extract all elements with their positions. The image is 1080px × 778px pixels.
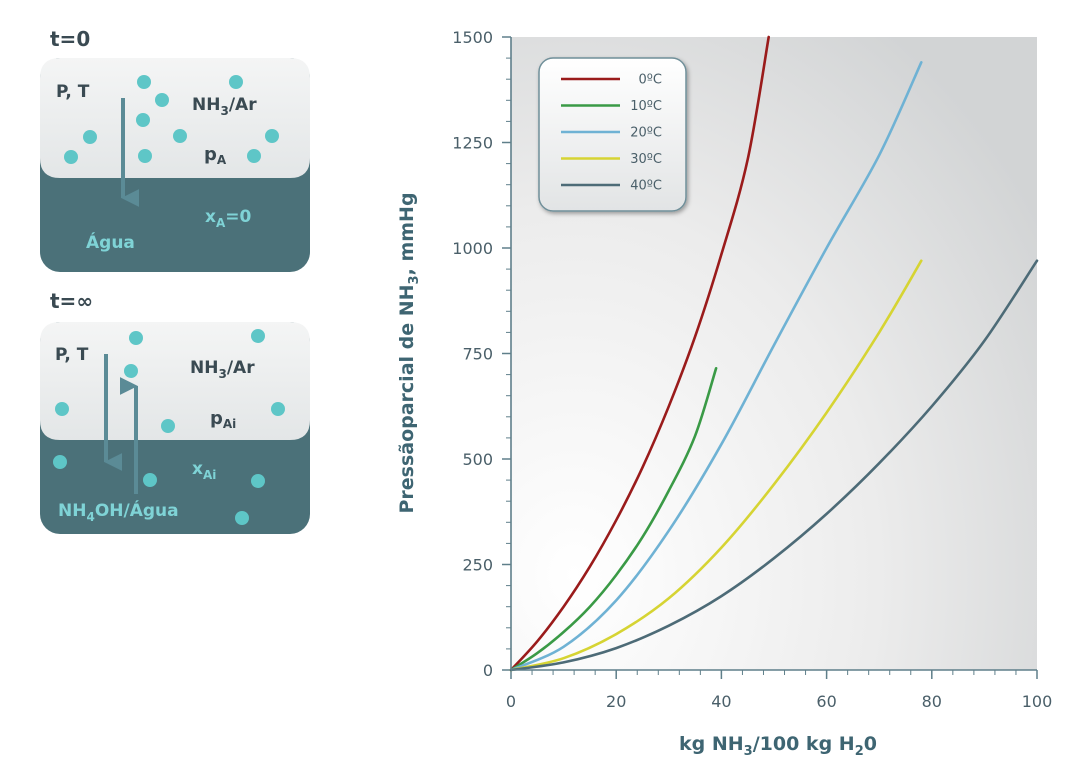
particle: [137, 75, 151, 89]
time-label: t=0: [50, 27, 90, 51]
particle: [143, 473, 157, 487]
particle: [53, 455, 67, 469]
series-lines: [509, 35, 1039, 672]
particle: [229, 75, 243, 89]
pt-label: P, T: [55, 345, 89, 365]
panel-t-infinity: t=∞ P, T NH3/Ar pAi xAi NH4OH/Água: [40, 289, 310, 534]
series-line-4: [509, 259, 1039, 672]
particle: [129, 331, 143, 345]
particle: [251, 474, 265, 488]
time-label: t=∞: [50, 289, 93, 313]
particle: [64, 150, 78, 164]
gas-label: NH3/Ar: [192, 95, 257, 118]
legend-label-3: 30ºC: [630, 152, 662, 167]
particle: [173, 129, 187, 143]
particles: [53, 329, 285, 525]
legend-box: [538, 57, 687, 212]
y-tick-label: 500: [462, 450, 493, 469]
series-line-2: [509, 61, 923, 672]
series-line-0: [509, 35, 770, 672]
legend-label-1: 10ºC: [630, 99, 662, 114]
x-tick-label: 80: [922, 692, 942, 711]
absorption-diagram: t=0 P, T NH3/Ar pA xA=0 Água t=∞: [40, 27, 310, 534]
particles: [64, 75, 279, 164]
particle: [138, 149, 152, 163]
legend: 0ºC 10ºC 20ºC 30ºC 40ºC: [538, 57, 687, 212]
y-tick-label: 250: [462, 556, 493, 575]
particle: [161, 419, 175, 433]
particle: [55, 402, 69, 416]
y-tick-label: 1000: [452, 239, 493, 258]
pressure-label: pA: [204, 144, 227, 167]
liquid-label: NH4OH/Água: [58, 499, 179, 524]
panel-t0: t=0 P, T NH3/Ar pA xA=0 Água: [40, 27, 310, 272]
axis-ticks: [502, 36, 1038, 679]
x-tick-label: 100: [1022, 692, 1053, 711]
plot-area: [511, 37, 1037, 670]
liquid-fraction-label: xAi: [192, 459, 216, 482]
particle: [271, 402, 285, 416]
particle: [136, 113, 150, 127]
series-line-3: [509, 259, 923, 672]
pressure-label: pAi: [210, 408, 236, 431]
particle: [83, 130, 97, 144]
x-tick-label: 0: [506, 692, 516, 711]
gas-region: [40, 322, 310, 440]
particle: [247, 149, 261, 163]
y-tick-label: 1250: [452, 134, 493, 153]
series-line-1: [509, 367, 718, 672]
liquid-fraction-label: xA=0: [205, 207, 252, 230]
particle: [251, 329, 265, 343]
x-tick-label: 60: [816, 692, 836, 711]
particle: [265, 129, 279, 143]
gas-region: [40, 58, 310, 178]
liquid-label: Água: [86, 231, 135, 253]
y-tick-label: 750: [462, 345, 493, 364]
legend-label-2: 20ºC: [630, 126, 662, 141]
y-tick-label: 0: [483, 661, 493, 680]
x-axis-label: kg NH3/100 kg H20: [679, 733, 877, 759]
y-axis-label: Pressãoparcial de NH3, mmHg: [396, 192, 422, 513]
legend-label-0: 0ºC: [639, 73, 662, 88]
legend-items: 0ºC 10ºC 20ºC 30ºC 40ºC: [561, 73, 662, 194]
pt-label: P, T: [56, 82, 90, 102]
x-tick-label: 20: [606, 692, 626, 711]
particle: [124, 364, 138, 378]
legend-label-4: 40ºC: [630, 179, 662, 194]
particle: [235, 511, 249, 525]
y-tick-label: 1500: [452, 28, 493, 47]
gas-label: NH3/Ar: [190, 358, 255, 381]
particle: [155, 93, 169, 107]
x-tick-label: 40: [711, 692, 731, 711]
